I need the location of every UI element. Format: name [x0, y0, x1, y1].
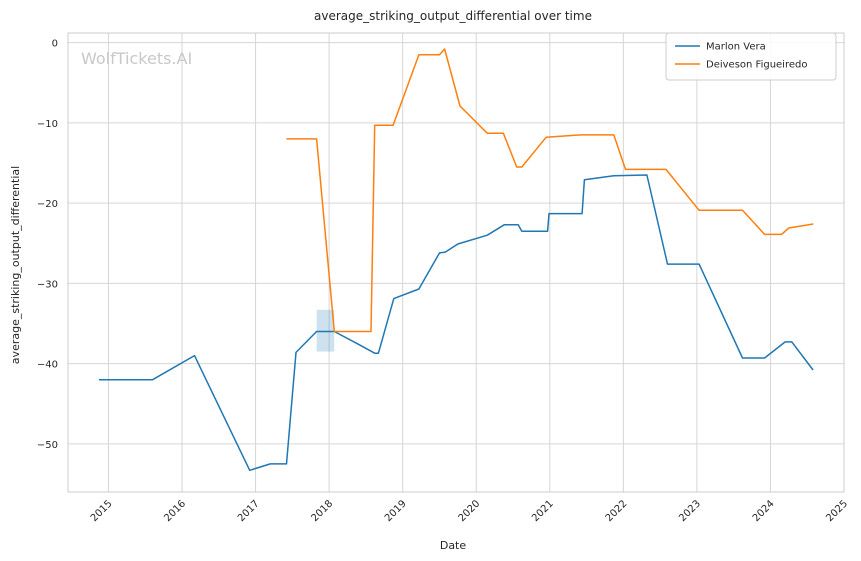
y-axis-label: average_striking_output_differential [9, 166, 22, 364]
y-tick-label: −20 [37, 199, 58, 210]
plot-frame [67, 32, 845, 493]
series-line-deiveson-figueiredo [286, 48, 814, 333]
legend: Marlon Vera Deiveson Figueiredo [665, 32, 837, 81]
legend-label: Deiveson Figueiredo [706, 60, 807, 71]
x-tick-label: 2015 [89, 498, 115, 524]
x-tick-label: 2016 [162, 498, 188, 524]
x-tick-label: 2021 [530, 498, 556, 524]
confidence-band [316, 309, 335, 352]
series-lines [98, 48, 814, 472]
y-tick-label: −30 [37, 279, 58, 290]
x-axis-label: Date [440, 539, 467, 552]
x-tick-label: 2019 [383, 498, 409, 524]
x-tick-label: 2023 [677, 498, 703, 524]
x-tick-label: 2025 [824, 498, 850, 524]
y-tick-label: 0 [52, 39, 58, 50]
y-tick-label: −10 [37, 119, 58, 130]
x-tick-label: 2017 [236, 498, 262, 524]
legend-label: Marlon Vera [706, 42, 766, 53]
series-line-marlon-vera [98, 174, 814, 472]
y-tick-label: −50 [37, 440, 58, 451]
x-tick-label: 2020 [457, 498, 483, 524]
legend-box [665, 32, 837, 81]
x-tick-label: 2024 [751, 498, 777, 524]
y-tick-label: −40 [37, 360, 58, 371]
watermark: WolfTickets.AI [81, 49, 192, 68]
x-tick-label: 2022 [604, 498, 630, 524]
x-tick-label: 2018 [309, 498, 335, 524]
tick-labels: 2015 2016 2017 2018 2019 2020 2021 2022 2023 2024… [37, 39, 850, 524]
grid [68, 33, 845, 492]
confidence-bands [316, 309, 335, 352]
chart-title: average_striking_output_differential ove… [314, 9, 592, 23]
